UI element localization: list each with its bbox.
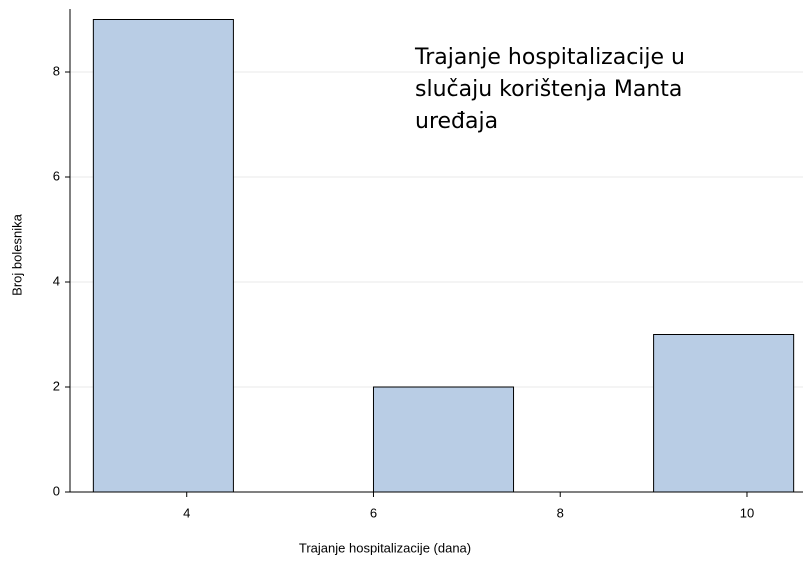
y-axis-label: Broj bolesnika <box>9 213 24 295</box>
x-tick-label: 4 <box>183 505 190 520</box>
y-tick-label: 0 <box>53 483 60 498</box>
annotation: slučaju korištenja Manta <box>415 77 682 102</box>
annotation: uređaja <box>415 109 498 134</box>
annotation: Trajanje hospitalizacije u <box>414 45 685 70</box>
x-tick-label: 6 <box>370 505 377 520</box>
bar <box>92 19 234 493</box>
x-axis-label: Trajanje hospitalizacije (dana) <box>299 540 471 555</box>
y-tick-label: 6 <box>53 168 60 183</box>
bar <box>372 386 515 493</box>
x-tick-label: 8 <box>557 505 564 520</box>
x-tick-label: 10 <box>740 505 754 520</box>
bar <box>653 334 795 493</box>
y-tick-label: 4 <box>53 273 60 288</box>
y-tick-label: 8 <box>53 63 60 78</box>
y-tick-label: 2 <box>53 378 60 393</box>
